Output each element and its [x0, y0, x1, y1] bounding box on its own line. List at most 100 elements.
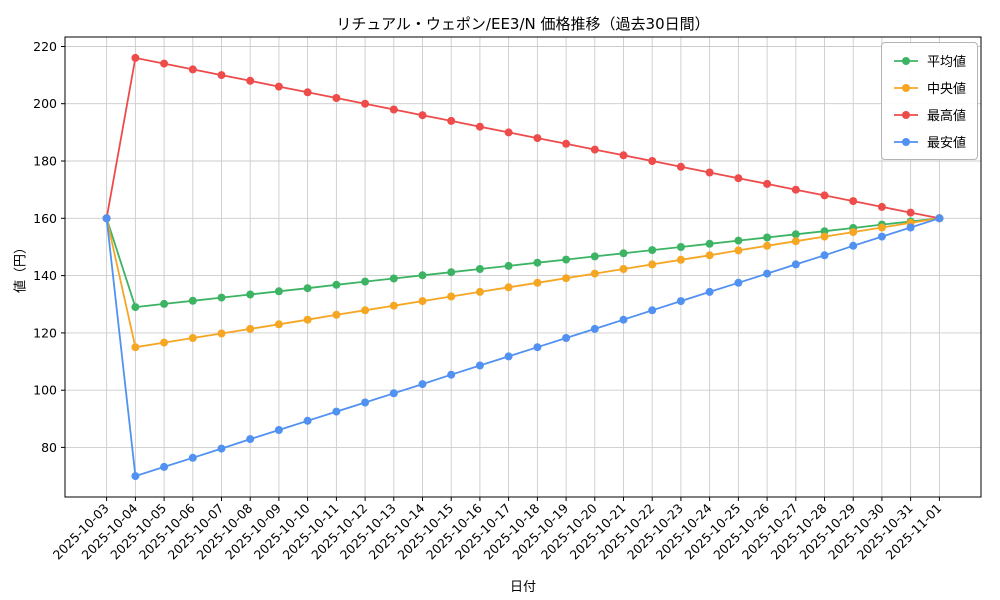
y-tick-label: 80 [41, 440, 57, 455]
legend-label: 最安値 [926, 136, 966, 151]
series-中央値 [102, 214, 944, 352]
data-point [734, 278, 743, 287]
data-point [676, 297, 685, 306]
data-point [332, 94, 341, 102]
data-point [676, 162, 685, 171]
legend-item: 最高値 [893, 105, 966, 124]
data-point [246, 435, 255, 444]
data-point [504, 128, 513, 137]
data-point [562, 334, 571, 342]
data-point [820, 251, 829, 260]
data-point [131, 303, 140, 312]
data-point [274, 320, 283, 329]
data-point [619, 151, 628, 160]
legend-item: 最安値 [893, 132, 966, 151]
data-point [791, 237, 800, 246]
data-point [935, 214, 944, 223]
legend-marker-icon [893, 137, 918, 146]
data-point [361, 99, 370, 108]
data-point [332, 310, 341, 319]
data-point [217, 444, 226, 453]
data-point [533, 134, 542, 143]
data-point [820, 191, 829, 200]
data-point [217, 329, 226, 338]
data-point [217, 71, 226, 80]
series-平均値 [102, 214, 944, 312]
data-point [648, 260, 657, 269]
data-point [648, 306, 657, 315]
plot-border [64, 36, 982, 498]
legend-label: 最高値 [926, 109, 966, 124]
chart-legend: 平均値 中央値 最高値 最安値 [880, 42, 978, 160]
legend-marker-icon [893, 110, 918, 119]
y-tick-label: 140 [33, 268, 57, 283]
data-point [705, 287, 714, 296]
data-point [619, 265, 628, 273]
data-point [906, 208, 915, 217]
data-point [648, 246, 657, 255]
data-point [160, 338, 169, 347]
data-point [590, 269, 599, 278]
data-point [562, 139, 571, 148]
data-point [791, 230, 800, 239]
data-point [504, 261, 513, 270]
y-tick-label: 100 [33, 383, 57, 398]
data-point [418, 111, 427, 120]
data-point [160, 462, 169, 471]
data-point [734, 246, 743, 255]
data-point [705, 168, 714, 177]
data-point [619, 249, 628, 258]
data-point [447, 268, 456, 277]
data-point [447, 370, 456, 379]
series-line [105, 56, 940, 220]
data-point [533, 258, 542, 267]
data-point [361, 277, 370, 286]
data-point [676, 255, 685, 264]
legend-label: 平均値 [926, 55, 966, 70]
data-point [475, 361, 484, 370]
data-point [533, 343, 542, 352]
data-point [361, 306, 370, 315]
data-point [131, 472, 140, 481]
data-point [131, 53, 140, 62]
data-point [877, 223, 886, 232]
x-axis-ticks: 2025-10-032025-10-042025-10-052025-10-06… [50, 497, 945, 562]
data-point [619, 315, 628, 324]
data-point [188, 453, 197, 462]
y-tick-label: 120 [33, 325, 57, 340]
data-point [188, 296, 197, 305]
y-axis-label: 値（円） [13, 240, 29, 294]
data-point [475, 265, 484, 273]
data-point [590, 145, 599, 154]
data-point [763, 241, 772, 250]
data-point [590, 252, 599, 261]
data-point [188, 65, 197, 74]
data-point [705, 239, 714, 248]
data-point [389, 274, 398, 283]
grid [65, 37, 981, 497]
data-point [303, 88, 312, 97]
data-point [389, 389, 398, 398]
data-point [131, 343, 140, 352]
y-tick-label: 160 [33, 211, 57, 226]
data-point [849, 197, 858, 206]
data-point [246, 76, 255, 85]
data-point [274, 426, 283, 434]
chart-title: リチュアル・ウェポン/EE3/N 価格推移（過去30日間） [336, 15, 710, 33]
data-point [475, 122, 484, 131]
data-point [763, 269, 772, 278]
data-point [705, 251, 714, 260]
legend-marker-icon [893, 56, 918, 65]
data-point [504, 352, 513, 361]
x-axis-label: 日付 [509, 580, 536, 595]
data-point [562, 274, 571, 283]
series-最安値 [102, 214, 944, 481]
data-point [389, 105, 398, 114]
series-最高値 [102, 53, 944, 223]
data-point [418, 380, 427, 389]
data-point [303, 416, 312, 425]
data-point [447, 116, 456, 125]
data-point [160, 59, 169, 68]
data-point [274, 287, 283, 296]
